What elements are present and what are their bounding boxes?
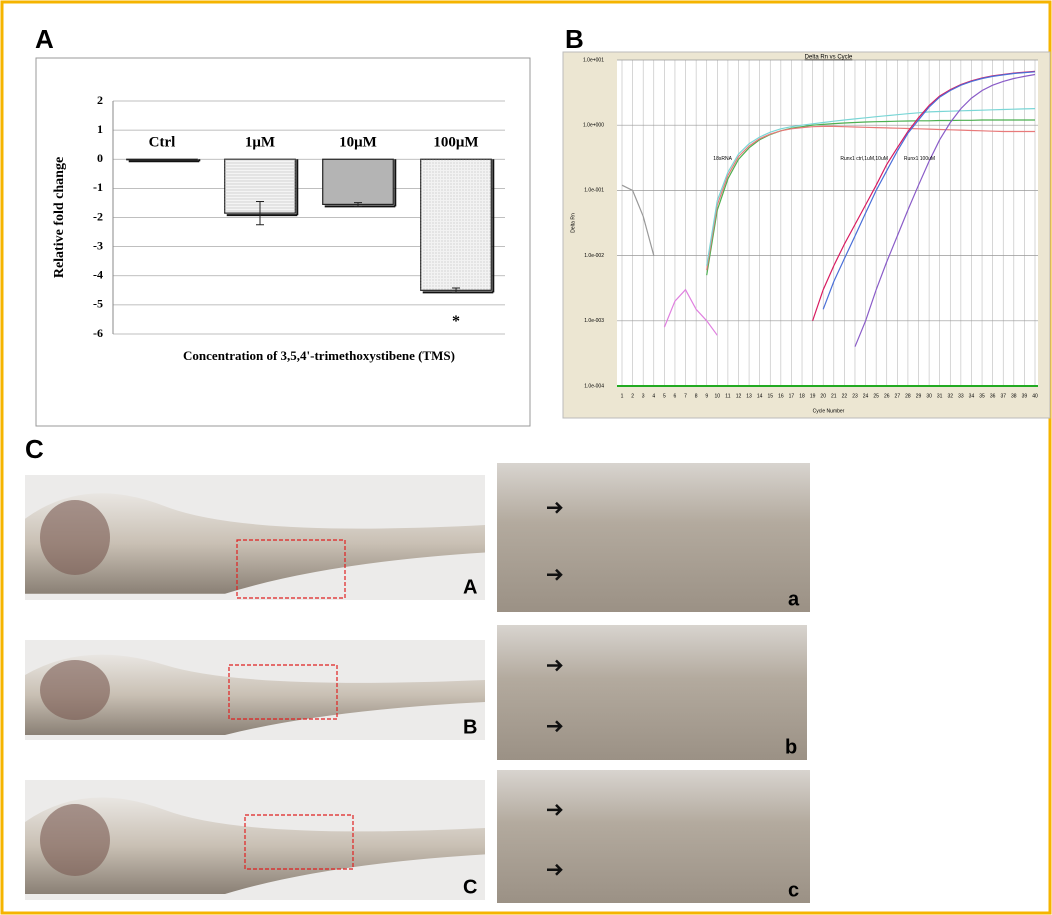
x-tick-label: 18: [799, 393, 805, 399]
annotation: Runx1 ctrl,1uM,10uM: [840, 156, 888, 162]
x-tick-label: 26: [884, 393, 890, 399]
image-label: b: [785, 736, 797, 758]
x-tick-label: 16: [778, 393, 784, 399]
x-tick-label: 39: [1022, 393, 1028, 399]
x-tick-label: 34: [969, 393, 975, 399]
x-tick-label: 40: [1032, 393, 1038, 399]
x-tick-label: 19: [810, 393, 816, 399]
x-tick-label: 28: [905, 393, 911, 399]
eye: [40, 500, 110, 575]
x-tick-label: 23: [852, 393, 858, 399]
plot-area: [617, 60, 1038, 386]
y-tick-label: -4: [93, 268, 103, 282]
y-tick-label: 1.0e-002: [584, 253, 604, 259]
x-tick-label: 10: [715, 393, 721, 399]
x-tick-label: 32: [948, 393, 954, 399]
panel-label: B: [565, 24, 584, 54]
x-tick-label: 9: [705, 393, 708, 399]
image-label: c: [788, 879, 799, 901]
x-tick-label: 100μM: [433, 135, 478, 151]
x-tick-label: 24: [863, 393, 869, 399]
x-tick-label: 38: [1011, 393, 1017, 399]
x-tick-label: 27: [895, 393, 901, 399]
image-label: a: [788, 588, 800, 610]
annotation: Runx1 100uM: [904, 156, 935, 162]
image-label: A: [463, 576, 477, 598]
x-tick-label: 17: [789, 393, 795, 399]
panel-label: C: [25, 434, 44, 464]
y-tick-label: -5: [93, 297, 103, 311]
y-tick-label: -1: [93, 180, 103, 194]
bar: [323, 159, 394, 204]
y-tick-label: -3: [93, 238, 103, 252]
eye: [40, 804, 110, 876]
x-tick-label: 1: [621, 393, 624, 399]
y-tick-label: 1.0e+000: [583, 123, 604, 129]
y-tick-label: -6: [93, 326, 103, 340]
x-tick-label: 14: [757, 393, 763, 399]
x-tick-label: 31: [937, 393, 943, 399]
y-tick-label: 1.0e-001: [584, 188, 604, 194]
y-tick-label: -2: [93, 209, 103, 223]
y-axis-label: Delta Rn: [570, 213, 576, 233]
x-tick-label: 36: [990, 393, 996, 399]
x-tick-label: 29: [916, 393, 922, 399]
x-tick-label: 10μM: [339, 135, 377, 151]
y-tick-label: 1.0e-004: [584, 383, 604, 389]
x-tick-label: 6: [674, 393, 677, 399]
x-tick-label: 11: [725, 393, 730, 399]
eye: [40, 660, 110, 720]
photo: [497, 625, 807, 760]
photo: [497, 770, 810, 903]
x-tick-label: 15: [767, 393, 773, 399]
y-tick-label: 1.0e-003: [584, 318, 604, 324]
image-label: C: [463, 876, 477, 898]
x-tick-label: 13: [746, 393, 752, 399]
y-tick-label: 0: [97, 151, 103, 165]
y-tick-label: 1.0e+001: [583, 57, 604, 63]
annotation: *: [452, 313, 460, 330]
x-tick-label: 5: [663, 393, 666, 399]
x-tick-label: 30: [926, 393, 932, 399]
figure: A B C ABCabc -6-5-4-3-2-1012Ctrl1μM10μM1…: [0, 0, 1052, 915]
x-tick-label: 33: [958, 393, 964, 399]
bar: [127, 159, 198, 160]
x-tick-label: 35: [979, 393, 985, 399]
x-tick-label: 8: [695, 393, 698, 399]
photo: [497, 463, 810, 612]
x-tick-label: Ctrl: [149, 135, 176, 151]
x-tick-label: 4: [652, 393, 655, 399]
y-tick-label: 1: [97, 122, 103, 136]
x-tick-label: 7: [684, 393, 687, 399]
x-tick-label: 1μM: [245, 135, 275, 151]
x-tick-label: 3: [642, 393, 645, 399]
y-axis-label: Relative fold change: [52, 157, 67, 278]
panel-label: A: [35, 24, 54, 54]
chart-title: Delta Rn vs Cycle: [805, 55, 853, 61]
x-tick-label: 22: [842, 393, 848, 399]
x-tick-label: 2: [631, 393, 634, 399]
x-tick-label: 12: [736, 393, 742, 399]
image-label: B: [463, 716, 477, 738]
x-axis-label: Cycle Number: [813, 408, 845, 414]
x-tick-label: 25: [873, 393, 879, 399]
annotation: 18sRNA: [713, 156, 732, 162]
images: A B Ca b c: [25, 463, 810, 903]
x-tick-label: 20: [820, 393, 826, 399]
y-tick-label: 2: [97, 93, 103, 107]
bar-texture: [421, 159, 492, 290]
x-tick-label: 21: [831, 393, 837, 399]
x-tick-label: 37: [1000, 393, 1006, 399]
x-axis-label: Concentration of 3,5,4'-trimethoxystiben…: [183, 348, 455, 363]
